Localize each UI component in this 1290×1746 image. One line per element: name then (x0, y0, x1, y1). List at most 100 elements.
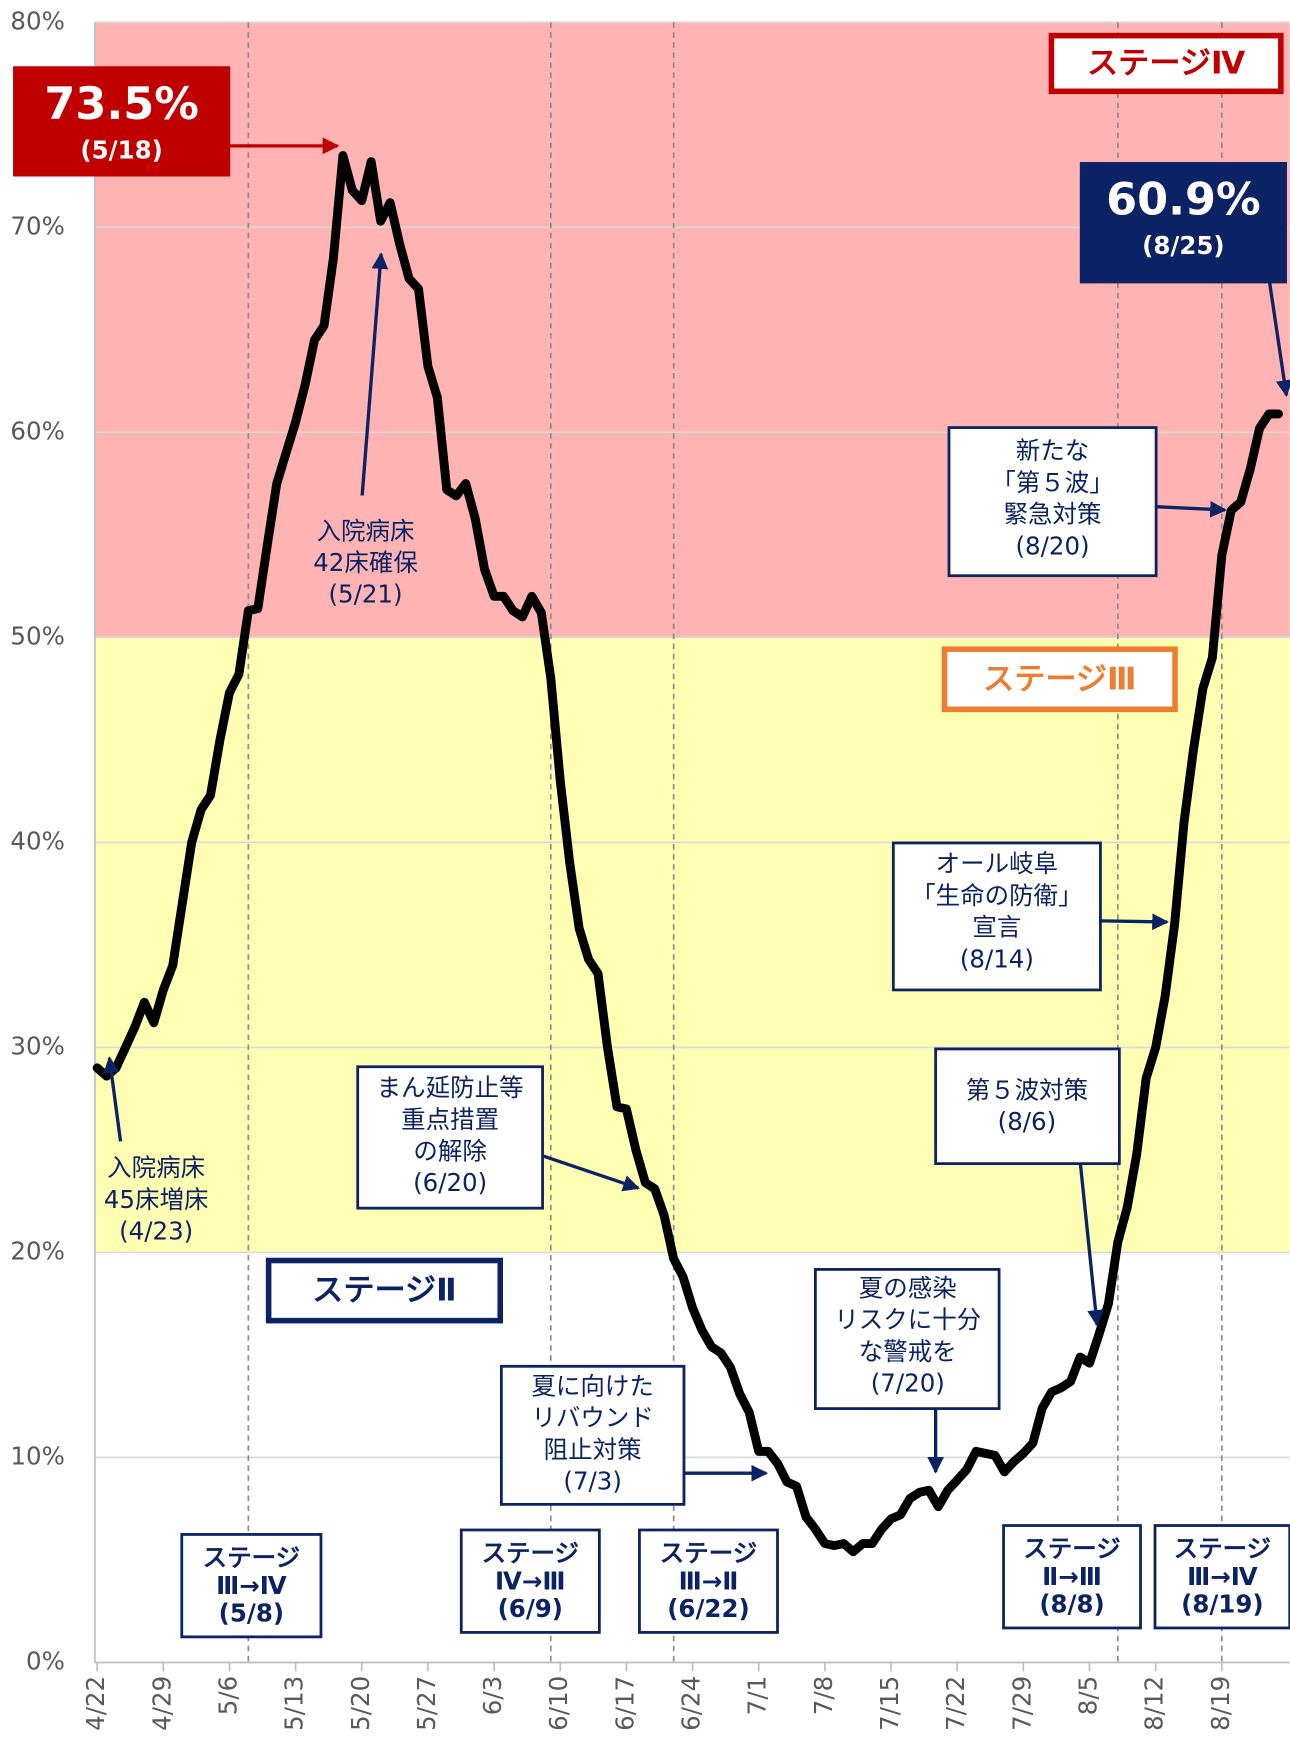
annotation-box (180, 1533, 323, 1639)
annotation-text: (6/20) (413, 1168, 487, 1197)
arrow (1156, 500, 1227, 518)
annotation-text: リバウンド (531, 1403, 653, 1432)
annotation-box (813, 1268, 1001, 1410)
annotation-box (1153, 1524, 1290, 1630)
annotation-text: 阻止対策 (544, 1435, 642, 1464)
annotation-text: 新たな (1016, 436, 1089, 465)
stage-change-text: Ⅱ→Ⅲ (1042, 1562, 1102, 1591)
x-tick-label: 6/3 (478, 1676, 507, 1715)
y-tick-label: 20% (10, 1236, 64, 1265)
x-tick-label: 7/29 (1007, 1676, 1036, 1731)
annotation-text: な警戒を (859, 1337, 957, 1366)
x-tick-label: 4/22 (81, 1676, 110, 1731)
y-tick-label: 50% (10, 621, 64, 650)
stage-change-text: Ⅲ→Ⅱ (679, 1566, 739, 1595)
stage-change-text: Ⅳ→Ⅲ (495, 1566, 566, 1595)
foreground-layer: 0% 10% 20% 30% 40% 50% 60% 70% 80% 4/22 4/29 5/6 5/1… (10, 6, 1290, 1731)
stage-change-text: (5/8) (219, 1599, 284, 1628)
arrow (1100, 913, 1169, 931)
x-tick-label: 7/15 (875, 1676, 904, 1731)
annotation-box (1079, 162, 1287, 284)
annotation-text: (8/14) (960, 944, 1034, 973)
x-tick-label: 6/24 (677, 1676, 706, 1731)
y-tick-label: 80% (10, 6, 64, 35)
stage-change-text: ステージ (1023, 1534, 1120, 1563)
callout-date: (8/25) (1142, 231, 1224, 260)
arrow (103, 1056, 123, 1142)
annotation-box (947, 426, 1158, 578)
annotation-text: まん延防止等 (377, 1073, 524, 1102)
annotation-box (941, 646, 1178, 713)
stage-change-text: ステージ (482, 1538, 579, 1567)
annotation-text: 夏に向けた (531, 1371, 653, 1400)
x-tick-label: 7/8 (809, 1676, 838, 1715)
stage-change-text: ステージ (660, 1538, 757, 1567)
x-tick-label: 8/12 (1140, 1676, 1169, 1731)
annotation-text: (8/20) (1016, 531, 1090, 560)
annotation-text: 入院病床 (107, 1153, 205, 1182)
annotation-text: 夏の感染 (859, 1273, 957, 1302)
annotation-text: 宣言 (972, 913, 1021, 942)
annotation-text: (5/21) (328, 580, 402, 609)
stage-change-text: (6/9) (498, 1594, 563, 1623)
x-tick-label: 5/6 (213, 1676, 242, 1715)
annotation-text: (7/3) (563, 1467, 622, 1496)
annotation-text: 重点措置 (401, 1105, 499, 1134)
stage-change-text: (6/22) (667, 1594, 749, 1623)
stage-change-text: ステージ (1174, 1534, 1271, 1563)
annotation-box (265, 1257, 504, 1324)
annotation-box (459, 1528, 601, 1634)
stage-label: ステージⅣ (1087, 46, 1246, 82)
annotation-text: 入院病床 (317, 516, 415, 545)
stage-label: ステージⅢ (983, 661, 1136, 697)
x-tick-label: 8/19 (1206, 1676, 1235, 1731)
annotation-text: 「生命の防衛」 (911, 881, 1082, 910)
y-tick-label: 40% (10, 826, 64, 855)
annotation-text: (7/20) (871, 1369, 945, 1398)
annotation-box (891, 841, 1102, 992)
arrow (542, 1154, 640, 1192)
annotation-box (1002, 1524, 1142, 1630)
arrow (1268, 282, 1290, 397)
x-tick-label: 7/1 (743, 1676, 772, 1715)
stage-label: ステージⅡ (312, 1273, 457, 1309)
stage-change-text: Ⅲ→Ⅳ (216, 1571, 287, 1600)
annotation-box (1048, 32, 1284, 95)
annotation-text: リスクに十分 (834, 1305, 981, 1334)
x-tick-label: 5/20 (346, 1676, 375, 1731)
annotation-text: オール岐阜 (936, 849, 1058, 878)
annotation-text: (4/23) (119, 1217, 193, 1246)
x-tick-label: 6/10 (544, 1676, 573, 1731)
callout-value: 60.9% (1106, 174, 1261, 226)
annotation-box (934, 1047, 1121, 1166)
arrow (1078, 1163, 1104, 1327)
annotation-text: 42床確保 (313, 548, 418, 577)
annotation-box (638, 1528, 779, 1634)
x-tick-label: 5/13 (280, 1676, 309, 1731)
annotation-text: 緊急対策 (1004, 500, 1102, 529)
x-tick-label: 6/17 (610, 1676, 639, 1731)
y-tick-label: 0% (26, 1646, 65, 1675)
y-tick-label: 60% (10, 416, 64, 445)
callout-date: (5/18) (80, 135, 162, 164)
annotation-text: 第５波対策 (966, 1075, 1088, 1104)
x-tick-label: 5/27 (412, 1676, 441, 1731)
annotation-text: 45床増床 (104, 1185, 209, 1214)
annotation-box (13, 66, 231, 177)
stage-change-text: (8/8) (1039, 1590, 1104, 1619)
annotation-text: の解除 (413, 1136, 486, 1165)
arrow (360, 252, 389, 496)
stage-change-text: (8/19) (1181, 1590, 1263, 1619)
stage-change-text: ステージ (203, 1543, 300, 1572)
annotation-text: 「第５波」 (991, 468, 1113, 497)
annotation-text: (8/6) (998, 1107, 1057, 1136)
y-tick-label: 10% (10, 1441, 64, 1470)
y-tick-label: 30% (10, 1031, 64, 1060)
stage-change-text: Ⅲ→Ⅳ (1187, 1562, 1258, 1591)
callout-value: 73.5% (44, 78, 199, 130)
annotation-box (356, 1065, 544, 1210)
x-tick-label: 7/22 (941, 1676, 970, 1731)
y-tick-label: 70% (10, 211, 64, 240)
